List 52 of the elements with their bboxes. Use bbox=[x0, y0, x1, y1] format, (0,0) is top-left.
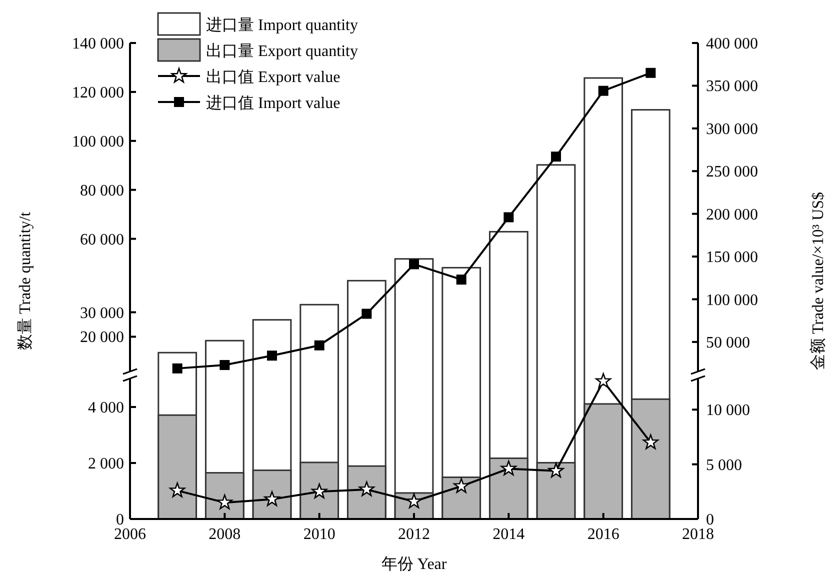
x-tick-label: 2018 bbox=[682, 526, 714, 543]
point bbox=[642, 434, 658, 450]
legend-label: 进口值 Import value bbox=[206, 94, 340, 112]
y-tick-label: 0 bbox=[116, 512, 124, 528]
point bbox=[362, 308, 372, 319]
point bbox=[267, 350, 277, 361]
y2-tick-label: 5 000 bbox=[706, 456, 742, 474]
y2-tick-label: 10 000 bbox=[706, 402, 750, 420]
y2-tick-label: 400 000 bbox=[706, 36, 758, 52]
y-tick-label: 140 000 bbox=[72, 36, 124, 52]
point bbox=[170, 482, 186, 498]
point bbox=[596, 373, 612, 388]
point bbox=[598, 86, 608, 96]
y2-tick-label: 100 000 bbox=[706, 292, 758, 309]
y-tick-label: 20 000 bbox=[80, 329, 124, 346]
point bbox=[504, 212, 514, 222]
y-tick-label: 100 000 bbox=[72, 133, 124, 150]
y-tick-label: 30 000 bbox=[80, 304, 124, 322]
y-tick-label: 2 000 bbox=[88, 456, 124, 472]
point bbox=[500, 460, 516, 476]
y2-tick-label: 200 000 bbox=[706, 206, 758, 224]
y-axis-title: 数量 Trade quantity/t bbox=[17, 211, 34, 350]
point bbox=[409, 259, 419, 270]
y2-tick-label: 250 000 bbox=[706, 164, 758, 181]
point bbox=[646, 68, 656, 78]
point bbox=[548, 462, 564, 478]
x-tick-label: 2016 bbox=[587, 526, 620, 543]
point bbox=[454, 478, 470, 493]
y-tick-label: 60 000 bbox=[80, 231, 124, 248]
text: 出口量 Export quantity bbox=[206, 43, 358, 60]
point bbox=[551, 152, 561, 162]
y2-axis-title: 金额 Trade value/×10³ US$ bbox=[809, 192, 827, 370]
x-tick-label: 2014 bbox=[492, 526, 525, 543]
legend-label: 进口量 Import quantity bbox=[206, 16, 358, 34]
x-tick-label: 2006 bbox=[114, 526, 146, 543]
y2-tick-label: 150 000 bbox=[706, 249, 758, 266]
y2-tick-label: 50 000 bbox=[706, 334, 750, 352]
point bbox=[220, 360, 230, 370]
y2-tick-label: 350 000 bbox=[706, 78, 758, 96]
point bbox=[456, 274, 466, 285]
y-tick-label: 80 000 bbox=[80, 182, 124, 200]
y2-tick-label: 0 bbox=[706, 512, 714, 528]
point bbox=[172, 363, 182, 374]
x-tick-label: 2012 bbox=[398, 526, 430, 543]
y2-tick-label: 300 000 bbox=[706, 120, 758, 138]
y-tick-label: 120 000 bbox=[72, 84, 124, 102]
y-tick-label: 4 000 bbox=[88, 400, 124, 416]
x-axis-title: 年份 Year bbox=[381, 556, 448, 573]
x-tick-label: 2010 bbox=[303, 526, 336, 543]
x-tick-label: 2008 bbox=[208, 526, 241, 543]
text: 出口值 Export value bbox=[206, 69, 340, 86]
point bbox=[314, 340, 324, 350]
